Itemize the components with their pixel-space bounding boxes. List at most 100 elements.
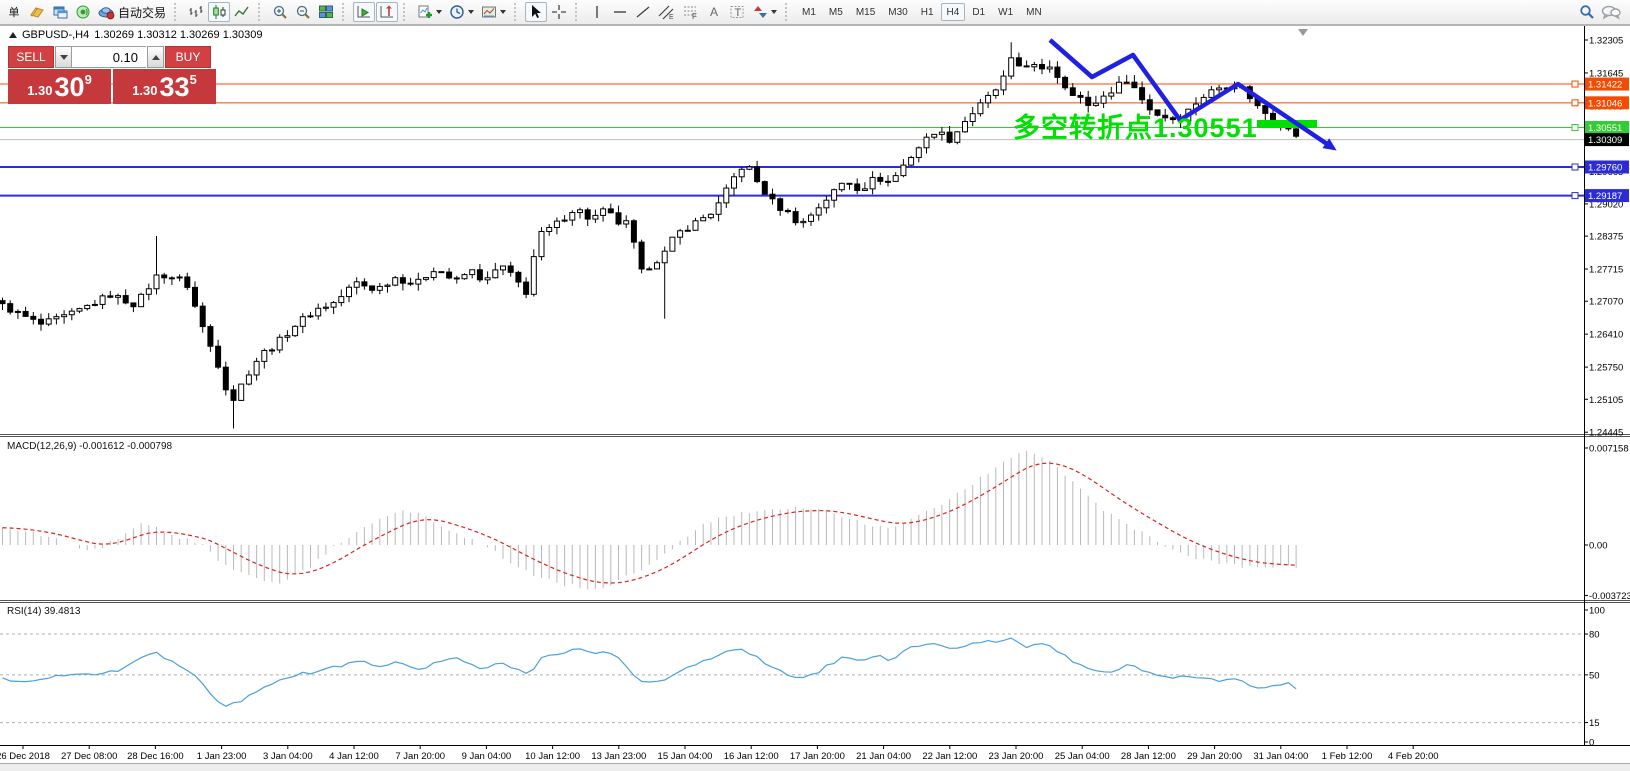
sell-price-prefix: 1.30: [27, 83, 53, 98]
bar-chart-mode-button[interactable]: [185, 2, 207, 22]
search-icon[interactable]: [1579, 4, 1595, 20]
crosshair-tool-button[interactable]: [548, 2, 570, 22]
buy-button[interactable]: BUY: [165, 46, 211, 68]
svg-text:1.27715: 1.27715: [1589, 265, 1623, 276]
tile-windows-button[interactable]: [315, 2, 337, 22]
timeframe-m5-button[interactable]: M5: [828, 6, 843, 18]
buy-price-pip: 5: [189, 72, 197, 87]
sell-button[interactable]: SELL: [8, 46, 54, 68]
volume-increase-button[interactable]: [147, 46, 164, 68]
dropdown-caret-icon: [468, 10, 475, 14]
channel-tool-button[interactable]: E: [655, 2, 678, 22]
timeframe-buttons: M1 M5 M15 M30 H1 H4 D1 W1 MN: [796, 3, 1048, 21]
zoom-out-button[interactable]: [292, 2, 314, 22]
timeframe-mn-button[interactable]: MN: [1026, 6, 1042, 18]
period-button[interactable]: [446, 2, 477, 22]
time-scale[interactable]: 26 Dec 2018 27 Dec 08:00 28 Dec 16:00 1 Jan…: [0, 745, 1439, 762]
text-tool-button[interactable]: A: [703, 2, 725, 22]
toolbar-separator: [785, 3, 791, 21]
zoom-in-button[interactable]: [269, 2, 291, 22]
svg-text:1.30551: 1.30551: [1588, 123, 1622, 134]
fibonacci-tool-button[interactable]: F: [679, 2, 702, 22]
horizontal-level-lines[interactable]: [0, 80, 1584, 200]
volume-decrease-button[interactable]: [55, 46, 72, 68]
timeframe-h1-button[interactable]: H1: [920, 6, 934, 18]
ohlc-quotes-label: 1.30269 1.30312 1.30269 1.30309: [94, 29, 263, 41]
svg-text:17 Jan 20:00: 17 Jan 20:00: [790, 751, 845, 762]
rsi-layer: [2, 637, 1297, 707]
horizontal-line-tool-button[interactable]: [609, 2, 631, 22]
svg-text:28 Jan 12:00: 28 Jan 12:00: [1121, 751, 1176, 762]
highlight-bar[interactable]: [1257, 120, 1317, 128]
svg-text:26 Dec 2018: 26 Dec 2018: [0, 751, 50, 762]
trend-arrow[interactable]: [1048, 38, 1337, 151]
svg-text:3 Jan 04:00: 3 Jan 04:00: [263, 751, 313, 762]
chart-shift-marker[interactable]: [1298, 29, 1308, 36]
svg-text:1.25750: 1.25750: [1589, 363, 1623, 374]
toolbar-right-group: [1579, 4, 1627, 20]
chat-icon[interactable]: [1601, 4, 1621, 20]
svg-text:23 Jan 20:00: 23 Jan 20:00: [989, 751, 1044, 762]
svg-text:25 Jan 04:00: 25 Jan 04:00: [1055, 751, 1110, 762]
svg-text:0: 0: [1589, 738, 1594, 749]
new-order-button[interactable]: 单: [3, 2, 25, 22]
timeframe-m15-button[interactable]: M15: [855, 6, 876, 18]
sell-price-button[interactable]: 1.30 30 9: [8, 69, 111, 104]
autotrading-button[interactable]: 自动交易: [95, 2, 169, 22]
chart-shift-button[interactable]: [376, 2, 399, 22]
svg-text:9 Jan 04:00: 9 Jan 04:00: [462, 751, 512, 762]
up-arrow-icon: [151, 54, 160, 60]
one-click-trading-panel: SELL BUY 1.30 30 9 1.30 33 5: [8, 46, 216, 104]
auto-scroll-button[interactable]: [353, 2, 376, 22]
timeframe-h4-button[interactable]: H4: [940, 3, 966, 21]
line-chart-mode-button[interactable]: [231, 2, 253, 22]
autotrading-icon: [98, 7, 115, 20]
templates-button[interactable]: [478, 2, 509, 22]
macd-layer: [2, 450, 1297, 590]
timeframe-w1-button[interactable]: W1: [998, 6, 1014, 18]
candlestick-mode-button[interactable]: [208, 2, 231, 22]
sell-price-pip: 9: [84, 72, 92, 87]
cursor-tool-button[interactable]: [525, 2, 548, 22]
svg-text:29 Jan 20:00: 29 Jan 20:00: [1187, 751, 1242, 762]
timeframe-m1-button[interactable]: M1: [802, 6, 816, 18]
svg-text:1.25105: 1.25105: [1589, 395, 1623, 406]
symbol-period-label: GBPUSD-,H4: [22, 29, 90, 41]
one-click-price-row: 1.30 30 9 1.30 33 5: [8, 69, 216, 104]
timeframe-m30-button[interactable]: M30: [888, 6, 908, 18]
svg-text:1.29760: 1.29760: [1588, 162, 1622, 173]
toolbar-separator: [174, 3, 180, 21]
svg-text:80: 80: [1589, 630, 1600, 641]
toolbar-separator: [403, 3, 409, 21]
dropdown-caret-icon: [500, 10, 507, 14]
svg-text:21 Jan 04:00: 21 Jan 04:00: [856, 751, 911, 762]
svg-text:0.007158: 0.007158: [1589, 443, 1629, 454]
trendline-tool-button[interactable]: [632, 2, 654, 22]
buy-price-button[interactable]: 1.30 33 5: [113, 69, 216, 104]
volume-input[interactable]: [72, 46, 146, 68]
svg-text:1.31645: 1.31645: [1589, 68, 1623, 79]
collapse-panel-icon[interactable]: [9, 32, 17, 38]
svg-text:1.30309: 1.30309: [1588, 135, 1622, 146]
channel-letter: E: [669, 14, 674, 20]
vertical-line-tool-button[interactable]: [586, 2, 608, 22]
candles-layer: [0, 42, 1300, 429]
toolbar-separator: [258, 3, 264, 21]
rsi-indicator-label: RSI(14) 39.4813: [7, 606, 81, 617]
arrows-tool-button[interactable]: [750, 2, 780, 22]
toolbar-separator: [514, 3, 520, 21]
signals-icon[interactable]: [72, 2, 94, 22]
timeframe-d1-button[interactable]: D1: [972, 6, 986, 18]
svg-text:1.28375: 1.28375: [1589, 232, 1623, 243]
market-watch-icon[interactable]: [26, 2, 48, 22]
template-icon: [482, 6, 497, 18]
terminal-window-icon[interactable]: [49, 2, 71, 22]
turning-point-annotation[interactable]: 多空转折点1.30551: [1013, 113, 1258, 143]
svg-text:27 Dec 08:00: 27 Dec 08:00: [61, 751, 118, 762]
add-indicator-button[interactable]: [414, 2, 445, 22]
chart-shift-icon: [380, 5, 394, 18]
text-label-tool-button[interactable]: T: [726, 2, 749, 22]
